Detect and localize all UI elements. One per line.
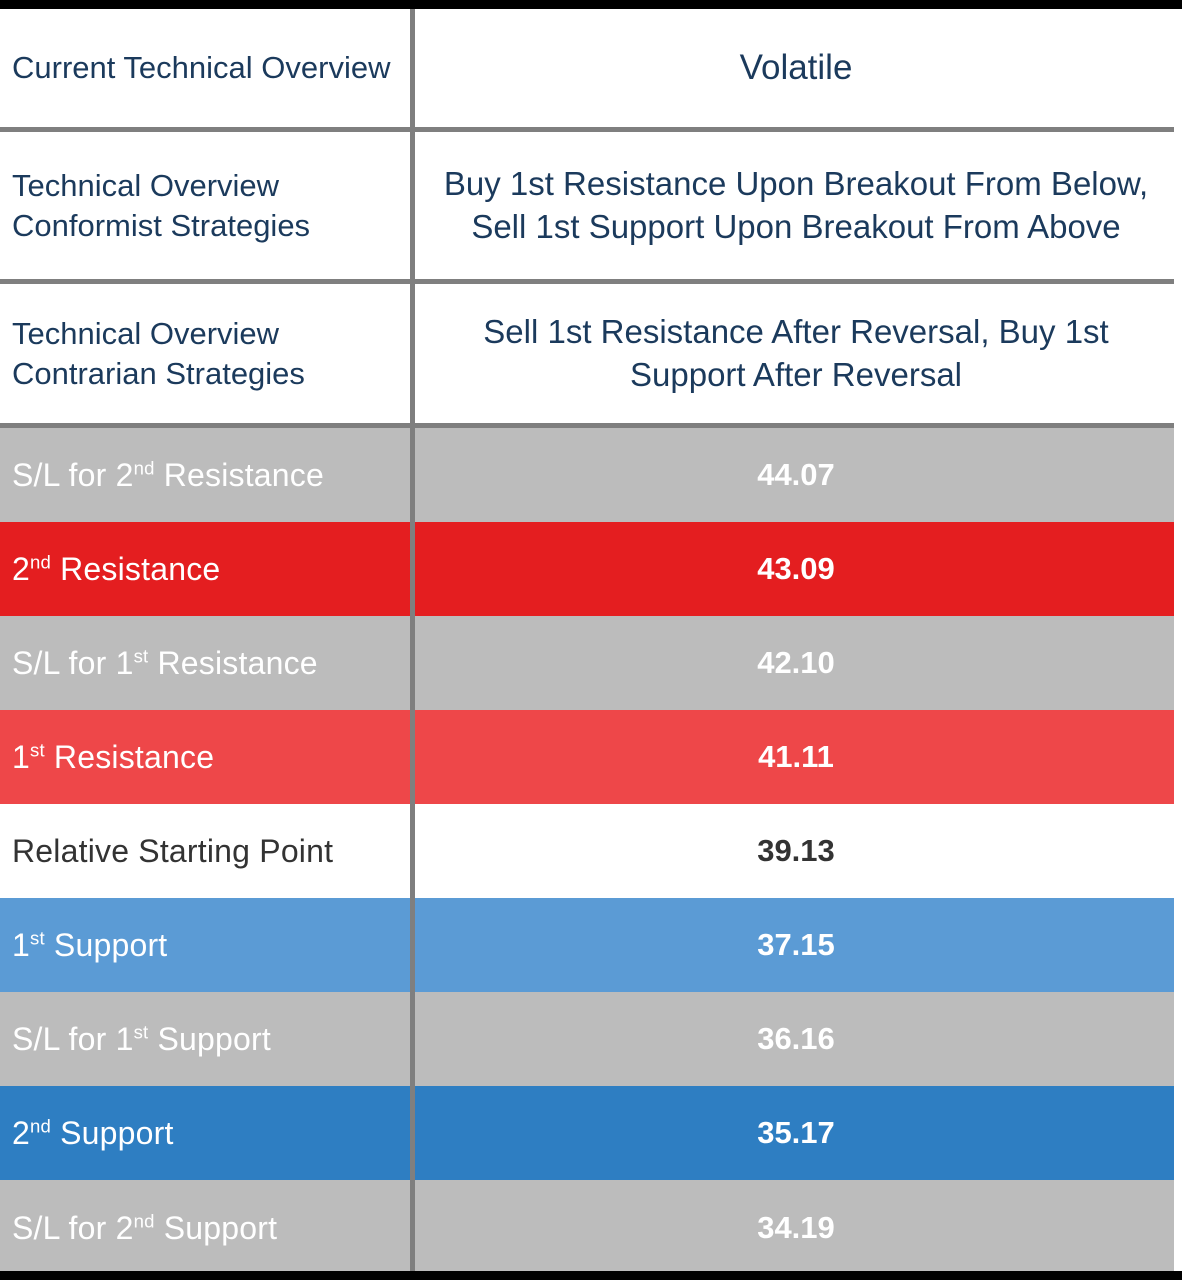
label-conformist-strategies: Technical Overview Conformist Strategies [12,167,311,243]
level-label: 2nd Resistance [0,522,410,616]
level-label-text: S/L for 1st Resistance [12,644,318,681]
right-margin [1174,9,1182,1271]
level-label-text: Relative Starting Point [12,832,334,869]
level-value: 35.17 [757,1115,835,1150]
row-separator [0,279,1174,284]
table-row: Relative Starting Point 39.13 [0,804,1182,898]
value-conformist-strategies: Buy 1st Resistance Upon Breakout From Be… [443,164,1149,245]
ordinal-superscript: nd [30,1114,52,1136]
ordinal-superscript: nd [30,550,52,572]
technical-levels-table: Current Technical Overview Volatile Tech… [0,9,1182,1276]
level-label-text: 2nd Support [12,1114,174,1151]
table-row: S/L for 2nd Support 34.19 [0,1180,1182,1276]
table-row: 1st Resistance 41.11 [0,710,1182,804]
levels-container: S/L for 2nd Resistance 44.07 2nd Resistanc… [0,428,1182,1276]
bottom-black-bar [0,1271,1182,1280]
level-label: Relative Starting Point [0,804,410,898]
level-value: 39.13 [757,833,835,868]
row-conformist-strategies: Technical Overview Conformist Strategies… [0,132,1182,279]
column-divider [410,9,415,1271]
level-value: 41.11 [758,739,834,774]
level-label: S/L for 1st Support [0,992,410,1086]
value-contrarian-strategies: Sell 1st Resistance After Reversal, Buy … [483,312,1109,393]
table-row: 1st Support 37.15 [0,898,1182,992]
table-row: S/L for 1st Support 36.16 [0,992,1182,1086]
level-label: 2nd Support [0,1086,410,1180]
ordinal-superscript: st [30,926,45,948]
table-row: 2nd Resistance 43.09 [0,522,1182,616]
ordinal-superscript: st [133,1020,149,1042]
level-label-text: 1st Resistance [12,738,215,775]
row-current-technical-overview: Current Technical Overview Volatile [0,9,1182,127]
label-contrarian-strategies: Technical Overview Contrarian Strategies [12,315,305,391]
level-value: 44.07 [757,457,835,492]
row-separator [0,127,1174,132]
table-row: 2nd Support 35.17 [0,1086,1182,1180]
level-value: 36.16 [757,1021,835,1056]
ordinal-superscript: st [30,738,45,760]
level-label-text: 2nd Resistance [12,550,221,587]
level-value: 34.19 [757,1210,835,1245]
level-value: 43.09 [757,551,835,586]
level-label-text: S/L for 2nd Support [12,1209,278,1246]
level-label-text: S/L for 2nd Resistance [12,456,324,493]
top-black-bar [0,0,1182,9]
level-label: S/L for 2nd Support [0,1180,410,1276]
table-row: S/L for 1st Resistance 42.10 [0,616,1182,710]
label-current-technical-overview: Current Technical Overview [12,50,391,86]
ordinal-superscript: st [133,644,149,666]
row-separator [0,423,1174,428]
ordinal-superscript: nd [133,1209,155,1231]
level-label-text: 1st Support [12,926,168,963]
ordinal-superscript: nd [133,456,155,478]
level-label: S/L for 2nd Resistance [0,428,410,522]
level-value: 37.15 [757,927,835,962]
value-current-technical-overview: Volatile [739,48,853,88]
table-row: S/L for 2nd Resistance 44.07 [0,428,1182,522]
level-value: 42.10 [757,645,835,680]
level-label-text: S/L for 1st Support [12,1020,271,1057]
level-label: S/L for 1st Resistance [0,616,410,710]
level-label: 1st Resistance [0,710,410,804]
row-contrarian-strategies: Technical Overview Contrarian Strategies… [0,284,1182,423]
level-label: 1st Support [0,898,410,992]
